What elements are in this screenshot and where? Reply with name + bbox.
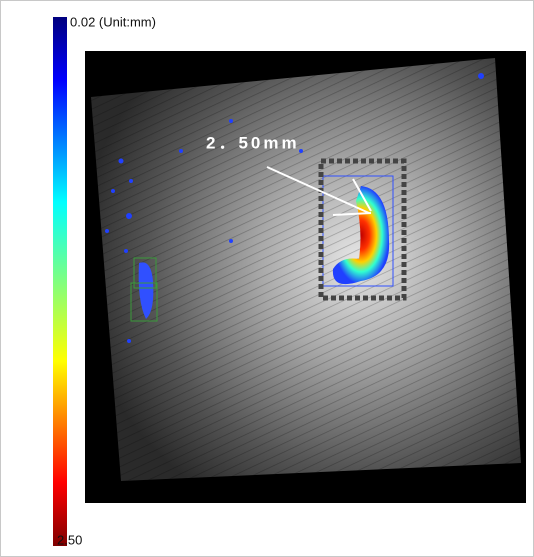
scale-top-label: 0.02 (Unit:mm) (70, 14, 156, 29)
viewer-canvas: 0.02 (Unit:mm) 2.50 2．50mm (1, 1, 533, 556)
color-scale-bar (53, 17, 67, 546)
scale-bottom-label: 2.50 (57, 532, 82, 547)
measurement-label: 2．50mm (206, 133, 300, 152)
viewer-window: 0.02 (Unit:mm) 2.50 2．50mm (0, 0, 534, 557)
